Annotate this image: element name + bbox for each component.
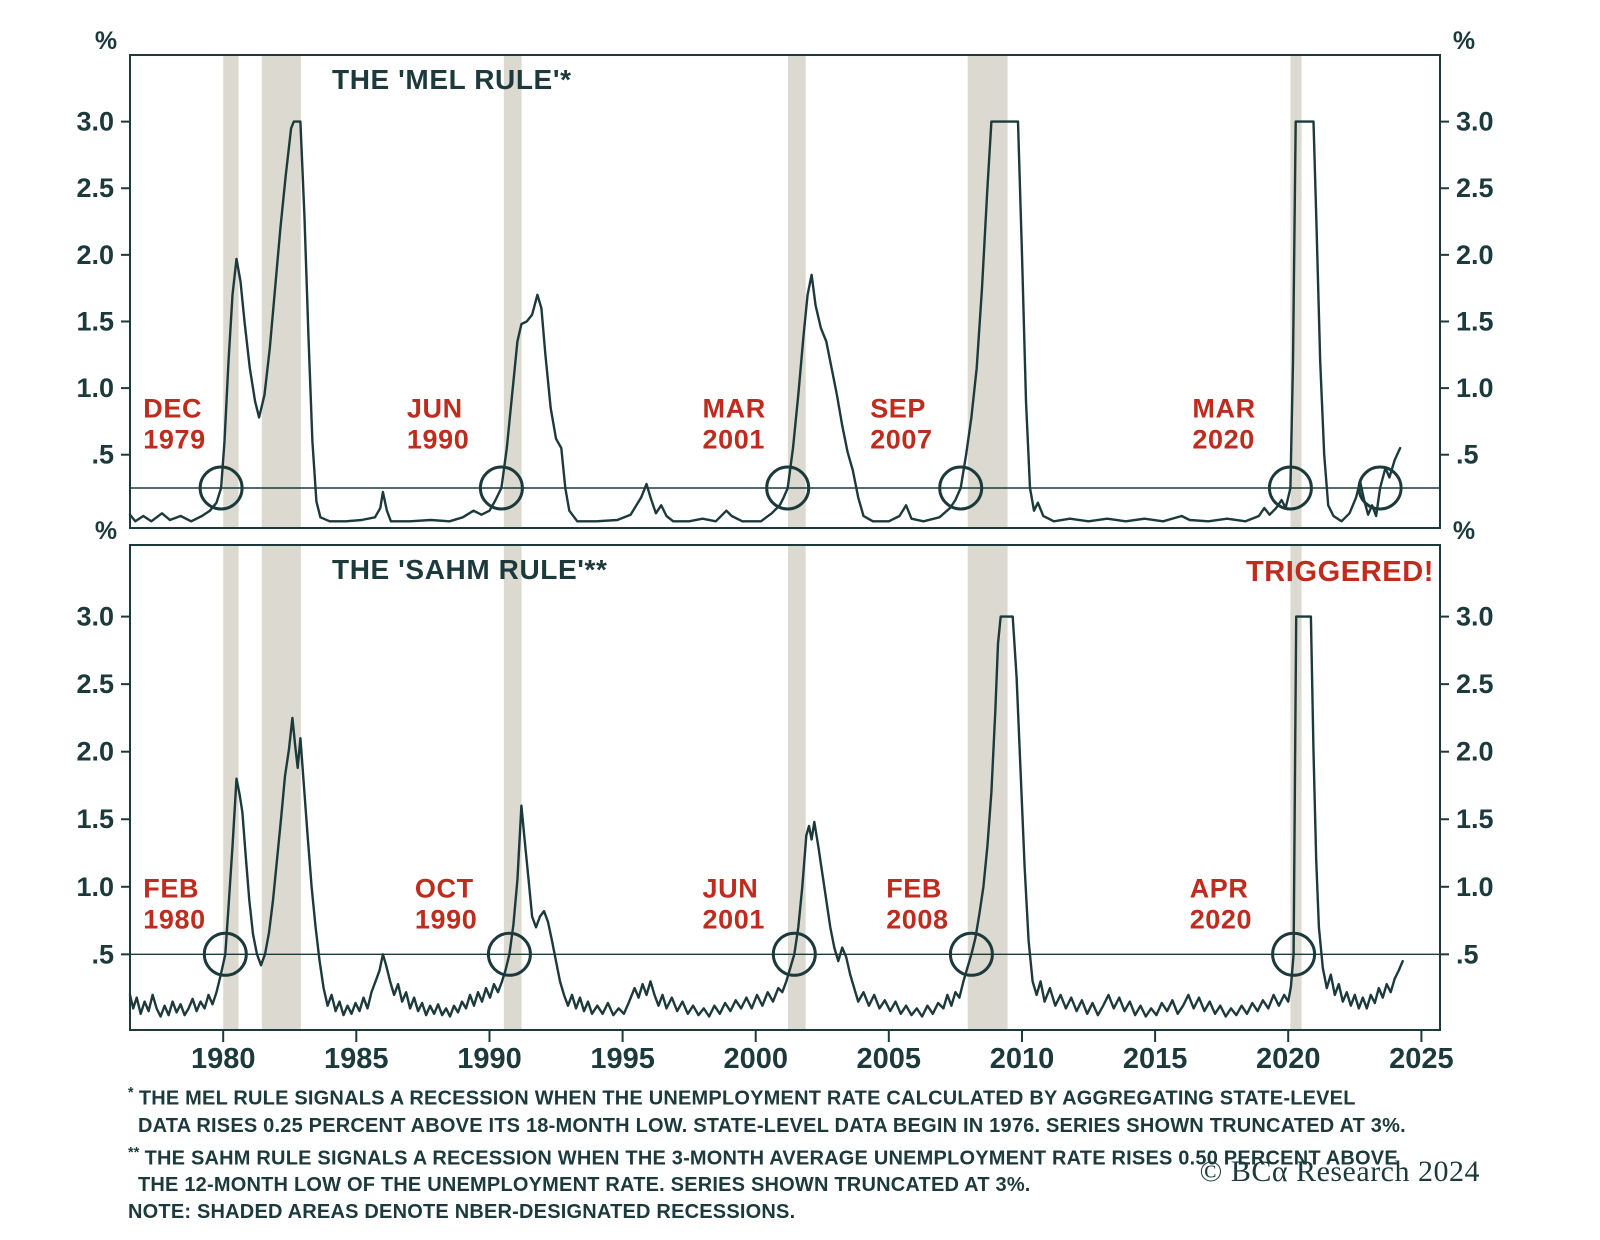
trigger-date-label: APR 2020 <box>1190 874 1252 935</box>
footnotes: * THE MEL RULE SIGNALS A RECESSION WHEN T… <box>128 1080 1528 1226</box>
trigger-circle <box>771 931 817 977</box>
x-tick-label: 2020 <box>1256 1043 1321 1075</box>
footnote-text: THE SAHM RULE SIGNALS A RECESSION WHEN T… <box>144 1147 1398 1170</box>
dual-panel-chart: .5 .5 1.0 1.0 1.5 1.5 2.0 2.0 2.5 2.5 3.0 3.0% % THE … <box>76 27 1494 1075</box>
recession-band <box>1290 55 1302 528</box>
footnote-text: THE 12-MONTH LOW OF THE UNEMPLOYMENT RAT… <box>138 1174 1031 1197</box>
trigger-date-label: FEB 2008 <box>886 874 948 935</box>
panel-border <box>129 544 1441 1031</box>
trigger-circle <box>202 931 248 977</box>
y-tick-label-right: .5 <box>1456 440 1479 470</box>
footnote-text: THE MEL RULE SIGNALS A RECESSION WHEN TH… <box>138 1087 1356 1110</box>
trigger-circle <box>486 931 532 977</box>
y-tick-label-left: 3.0 <box>76 602 114 632</box>
x-tick-label: 2005 <box>857 1043 922 1075</box>
y-tick-label-right: 1.0 <box>1456 373 1494 403</box>
series-line <box>128 120 1402 523</box>
trigger-circle <box>765 465 811 511</box>
footnote-mel-line-1: * THE MEL RULE SIGNALS A RECESSION WHEN T… <box>128 1080 1528 1113</box>
x-tick-label: 2015 <box>1123 1043 1188 1075</box>
footnote-note-line: NOTE: SHADED AREAS DENOTE NBER-DESIGNATE… <box>128 1199 1528 1226</box>
copyright: © BCα Research 2024 <box>1199 1155 1480 1188</box>
footnote-marker-sahm: ** <box>128 1144 140 1161</box>
y-tick-label-right: 1.5 <box>1456 804 1494 834</box>
recession-band <box>503 55 522 528</box>
trigger-circle <box>1267 465 1313 511</box>
y-tick-label-right: 1.0 <box>1456 872 1494 902</box>
footnote-mel-line-2: DATA RISES 0.25 PERCENT ABOVE ITS 18-MON… <box>128 1113 1528 1140</box>
panel-title: THE 'SAHM RULE'** <box>332 554 608 585</box>
y-tick-label-right: 2.0 <box>1456 737 1494 767</box>
y-tick-label-left: 1.5 <box>76 804 114 834</box>
y-tick-label-left: 2.5 <box>76 669 114 699</box>
trigger-date-label: JUN 1990 <box>407 393 469 454</box>
y-tick-label-right: 2.5 <box>1456 669 1494 699</box>
y-tick-label-left: 1.5 <box>76 306 114 336</box>
x-tick-label: 2010 <box>990 1043 1055 1075</box>
x-tick-label: 2000 <box>723 1043 788 1075</box>
trigger-date-label: SEP 2007 <box>870 393 932 454</box>
percent-unit-label: % <box>95 27 117 55</box>
y-tick-label-right: 3.0 <box>1456 602 1494 632</box>
recession-band <box>967 55 1008 528</box>
footnote-marker-mel: * <box>128 1085 134 1101</box>
x-tick-label: 1990 <box>457 1043 522 1075</box>
trigger-circle <box>1271 931 1317 977</box>
percent-unit-label: % <box>95 517 117 545</box>
y-tick-label-right: 3.0 <box>1456 107 1494 137</box>
trigger-circle <box>1357 465 1403 511</box>
series-line <box>128 615 1404 1018</box>
footnote-sahm-line-1: ** THE SAHM RULE SIGNALS A RECESSION WHEN… <box>128 1140 1528 1173</box>
trigger-circle <box>938 465 984 511</box>
recession-band <box>503 545 522 1030</box>
trigger-date-label: OCT 1990 <box>415 874 477 935</box>
y-tick-label-right: 2.0 <box>1456 240 1494 270</box>
panel-title: THE 'MEL RULE'* <box>332 64 572 95</box>
trigger-date-label: JUN 2001 <box>703 874 765 935</box>
trigger-date-label: DEC 1979 <box>143 393 205 454</box>
x-tick-label: 1995 <box>590 1043 655 1075</box>
recession-band <box>261 545 301 1030</box>
y-tick-label-left: 2.5 <box>76 173 114 203</box>
y-tick-label-right: .5 <box>1456 939 1479 969</box>
recession-band <box>787 545 806 1030</box>
x-tick-label: 1985 <box>324 1043 389 1075</box>
percent-unit-label: % <box>1453 27 1475 55</box>
chart-panel: .5 .5 1.0 1.0 1.5 1.5 2.0 2.0 2.5 2.5 3.0 3.0% % THE … <box>76 27 1494 529</box>
y-tick-label-left: 3.0 <box>76 107 114 137</box>
footnote-text: DATA RISES 0.25 PERCENT ABOVE ITS 18-MON… <box>138 1114 1406 1137</box>
trigger-circle <box>478 465 524 511</box>
trigger-circle <box>948 931 994 977</box>
y-tick-label-left: .5 <box>91 440 114 470</box>
recession-band <box>223 545 239 1030</box>
y-tick-label-left: 2.0 <box>76 737 114 767</box>
trigger-date-label: MAR 2020 <box>1192 393 1255 454</box>
recession-band <box>261 55 301 528</box>
y-tick-label-left: 1.0 <box>76 872 114 902</box>
chart-panel: .5 .5 1.0 1.0 1.5 1.5 2.0 2.0 2.5 2.5 3.0 3.0% % THE … <box>76 517 1494 1031</box>
recession-band <box>223 55 239 528</box>
x-tick-label: 1980 <box>191 1043 256 1075</box>
y-tick-label-left: .5 <box>91 939 114 969</box>
footnote-sahm-line-2: THE 12-MONTH LOW OF THE UNEMPLOYMENT RAT… <box>128 1172 1528 1199</box>
trigger-date-label: FEB 1980 <box>143 874 205 935</box>
y-tick-label-left: 1.0 <box>76 373 114 403</box>
recession-band <box>787 55 806 528</box>
x-tick-label: 2025 <box>1389 1043 1454 1075</box>
percent-unit-label: % <box>1453 517 1475 545</box>
panel-border <box>129 54 1441 529</box>
footnote-text: NOTE: SHADED AREAS DENOTE NBER-DESIGNATE… <box>128 1201 796 1224</box>
y-tick-label-right: 2.5 <box>1456 173 1494 203</box>
trigger-date-label: MAR 2001 <box>703 393 766 454</box>
trigger-circle <box>198 465 244 511</box>
y-tick-label-left: 2.0 <box>76 240 114 270</box>
y-tick-label-right: 1.5 <box>1456 306 1494 336</box>
triggered-label: TRIGGERED! <box>1246 556 1434 588</box>
